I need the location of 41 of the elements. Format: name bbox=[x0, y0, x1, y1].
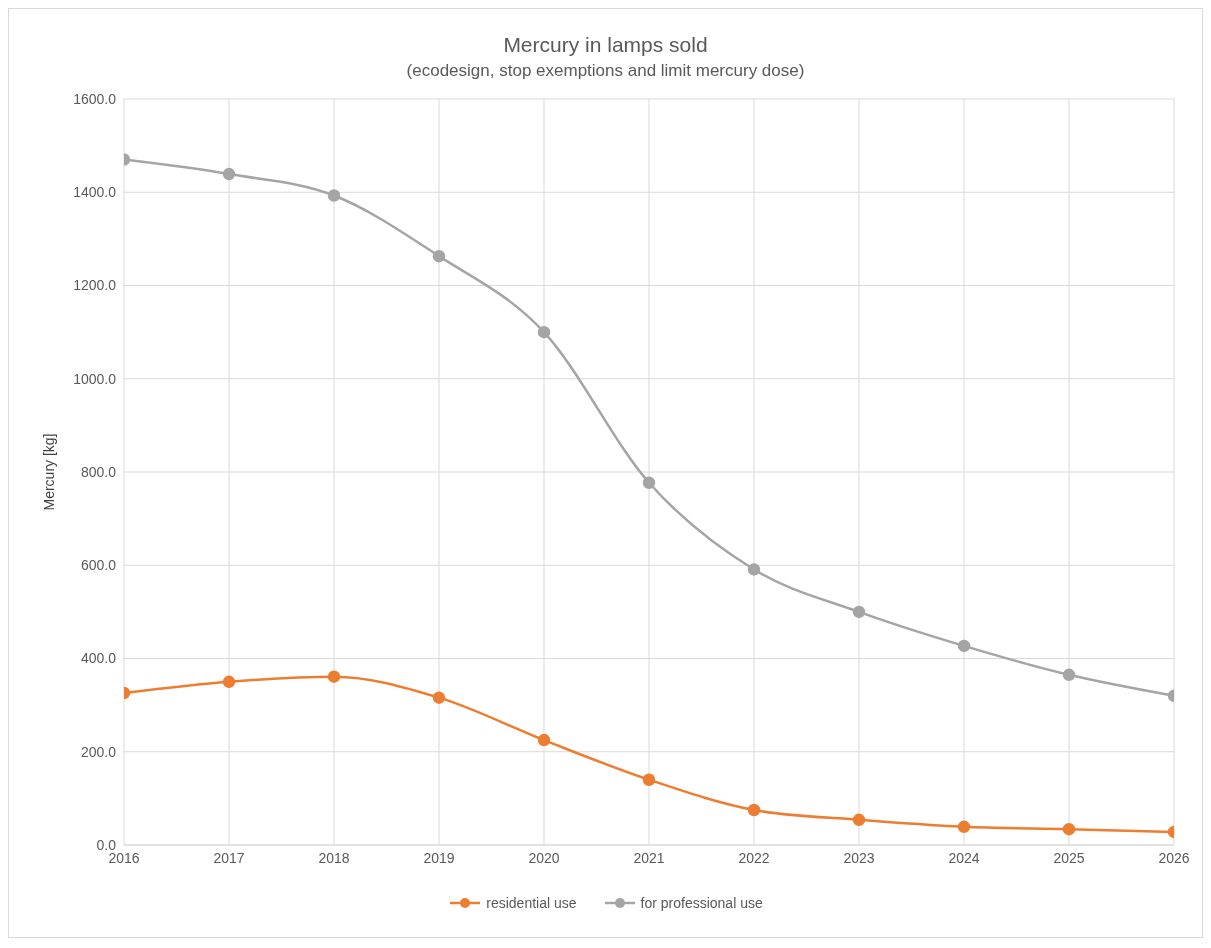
point bbox=[327, 189, 341, 202]
x-tick-label: 2024 bbox=[948, 849, 980, 866]
point bbox=[852, 813, 866, 827]
point bbox=[642, 476, 656, 489]
x-tick-label: 2020 bbox=[528, 849, 560, 866]
point bbox=[747, 803, 761, 817]
point bbox=[1062, 822, 1076, 836]
point bbox=[747, 563, 761, 576]
chart-subtitle: (ecodesign, stop exemptions and limit mercury dose) bbox=[405, 61, 806, 81]
point bbox=[327, 670, 341, 683]
x-tick-label: 2017 bbox=[213, 849, 245, 866]
point bbox=[432, 249, 446, 263]
point bbox=[957, 820, 971, 834]
y-tick-label: 1600.0 bbox=[73, 90, 117, 107]
point bbox=[957, 639, 971, 653]
legend-label: residential use bbox=[486, 895, 577, 911]
y-axis-title: Mercury [kg] bbox=[40, 433, 57, 511]
point bbox=[642, 773, 656, 786]
x-tick-label: 2021 bbox=[633, 849, 665, 866]
x-tick-label: 2023 bbox=[843, 849, 875, 866]
chart-title: Mercury in lamps sold bbox=[502, 33, 709, 57]
x-tick-label: 2026 bbox=[1158, 849, 1190, 866]
legend-label: for professional use bbox=[640, 895, 763, 911]
x-tick-label: 2022 bbox=[738, 849, 770, 866]
point bbox=[537, 325, 551, 339]
x-tick-label: 2019 bbox=[423, 849, 455, 866]
y-tick-label: 400.0 bbox=[80, 650, 117, 667]
x-tick-label: 2025 bbox=[1053, 849, 1085, 866]
y-tick-label: 1400.0 bbox=[73, 184, 117, 201]
y-tick-label: 1200.0 bbox=[73, 277, 117, 294]
point bbox=[537, 733, 551, 747]
point bbox=[1062, 668, 1076, 682]
point bbox=[222, 167, 236, 181]
y-tick-label: 800.0 bbox=[80, 463, 117, 480]
point bbox=[852, 605, 866, 619]
point bbox=[432, 691, 446, 704]
x-tick-label: 2018 bbox=[318, 849, 350, 866]
y-tick-label: 1000.0 bbox=[73, 370, 117, 387]
y-tick-label: 600.0 bbox=[80, 557, 117, 574]
point bbox=[222, 675, 236, 689]
y-tick-label: 200.0 bbox=[80, 743, 117, 760]
